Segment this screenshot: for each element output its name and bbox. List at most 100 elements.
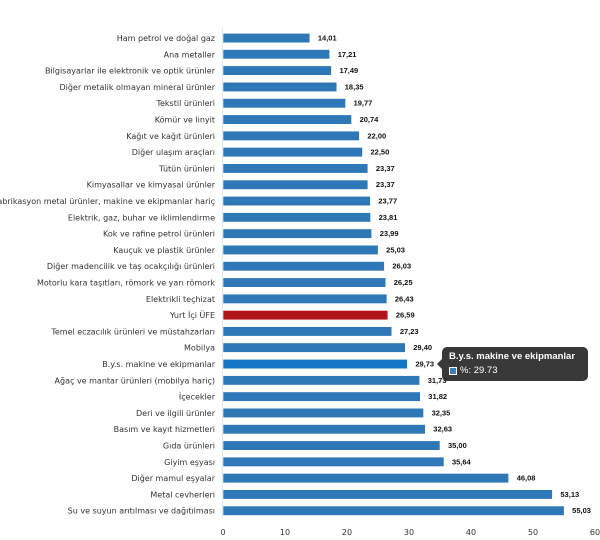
category-label: Mobilya — [184, 344, 215, 353]
bar-18[interactable] — [222, 326, 393, 337]
bar-1[interactable] — [222, 49, 330, 60]
bar-29[interactable] — [222, 505, 565, 516]
value-label: 31,73 — [428, 376, 447, 385]
bar-21[interactable] — [222, 375, 420, 386]
value-label: 23,37 — [376, 164, 395, 173]
category-label: Elektrikli teçhizat — [146, 295, 215, 304]
value-label: 17,21 — [338, 50, 357, 59]
value-label: 23,37 — [376, 180, 395, 189]
chart-tooltip: B.y.s. makine ve ekipmanlar %: 29.73 — [437, 347, 588, 381]
category-label: Diğer mamul eşyalar — [131, 474, 215, 483]
category-label: Kimyasallar ve kimyasal ürünler — [87, 181, 216, 190]
bar-25[interactable] — [222, 440, 441, 451]
value-label: 29,40 — [413, 343, 432, 352]
tooltip-value-row: %: 29.73 — [449, 365, 581, 376]
category-label: Diğer metalik olmayan mineral ürünler — [59, 83, 215, 92]
tooltip-value: %: 29.73 — [460, 365, 498, 376]
value-label: 25,03 — [386, 245, 405, 254]
x-tick-label: 60 — [590, 528, 600, 537]
category-label: Deri ve ilgili ürünler — [136, 409, 216, 418]
x-tick-label: 0 — [220, 528, 225, 537]
value-label: 23,81 — [379, 213, 398, 222]
value-label: 19,77 — [354, 99, 373, 108]
tooltip-series-swatch — [449, 366, 457, 375]
category-label: Motorlu kara taşıtları, römork ve yarı r… — [37, 279, 215, 288]
category-label: Metal cevherleri — [150, 490, 215, 499]
category-label: Bilgisayarlar ile elektronik ve optik ür… — [45, 67, 216, 76]
x-tick-label: 10 — [280, 528, 290, 537]
bar-0[interactable] — [222, 32, 311, 44]
category-label: Fabrikasyon metal ürünler, makine ve eki… — [0, 197, 215, 206]
bar-13[interactable] — [222, 244, 379, 255]
bar-16[interactable] — [222, 293, 388, 304]
bar-3[interactable] — [222, 81, 338, 92]
value-label: 26,03 — [392, 262, 411, 271]
category-label: Diğer ulaşım araçları — [132, 148, 215, 157]
category-label: İçecekler — [179, 392, 216, 402]
value-label: 27,23 — [400, 327, 419, 336]
category-label: Gıda ürünleri — [163, 442, 215, 451]
category-label: Giyim eşyası — [164, 458, 215, 467]
bar-10[interactable] — [222, 196, 371, 207]
bar-17[interactable] — [222, 310, 389, 321]
category-label: Kömür ve linyit — [155, 116, 215, 125]
category-label: Yurt İçi ÜFE — [169, 310, 215, 320]
bar-4[interactable] — [222, 98, 346, 109]
bar-5[interactable] — [222, 114, 352, 125]
value-label: 46,08 — [517, 474, 536, 483]
tooltip-title: B.y.s. makine ve ekipmanlar — [449, 351, 576, 362]
category-label: Elektrik, gaz, buhar ve iklimlendirme — [68, 213, 215, 222]
value-label: 35,00 — [448, 441, 467, 450]
bar-2[interactable] — [222, 65, 332, 76]
value-label: 32,63 — [433, 425, 452, 434]
value-label: 14,01 — [318, 34, 337, 43]
x-tick-label: 30 — [404, 528, 414, 537]
bar-15[interactable] — [222, 277, 387, 288]
value-label: 35,64 — [452, 457, 472, 466]
value-label: 26,25 — [394, 278, 413, 287]
category-label: Su ve suyun arıtılması ve dağıtılması — [68, 507, 215, 516]
value-label: 29,73 — [415, 360, 434, 369]
value-label: 20,74 — [360, 115, 380, 124]
bar-23[interactable] — [222, 407, 424, 419]
value-label: 26,59 — [396, 311, 415, 320]
bar-7[interactable] — [222, 147, 363, 158]
bar-20[interactable] — [222, 358, 408, 370]
value-label: 23,99 — [380, 229, 399, 238]
value-label: 22,00 — [367, 131, 386, 140]
value-label: 26,43 — [395, 294, 414, 303]
value-label: 17,49 — [339, 66, 358, 75]
bar-8[interactable] — [222, 163, 369, 174]
category-label: B.y.s. makine ve ekipmanlar — [102, 360, 215, 369]
bar-14[interactable] — [222, 261, 385, 272]
bar-28[interactable] — [222, 489, 553, 500]
value-label: 53,13 — [560, 490, 579, 499]
x-tick-label: 20 — [342, 528, 352, 537]
category-label: Ağaç ve mantar ürünleri (mobilya hariç) — [55, 376, 215, 385]
category-label: Ana metaller — [164, 50, 216, 59]
bar-9[interactable] — [222, 179, 369, 190]
value-label: 32,35 — [432, 408, 451, 417]
value-label: 55,03 — [572, 506, 591, 515]
bar-26[interactable] — [222, 456, 445, 467]
bar-19[interactable] — [222, 342, 406, 353]
value-label: 18,35 — [345, 82, 364, 91]
bar-6[interactable] — [222, 130, 360, 141]
category-label: Temel eczacılık ürünleri ve müstahzarlar… — [50, 327, 215, 336]
category-label: Tütün ürünleri — [158, 164, 215, 173]
bar-27[interactable] — [222, 473, 510, 484]
bar-24[interactable] — [222, 424, 426, 435]
category-label: Basım ve kayıt hizmetleri — [114, 425, 215, 434]
value-label: 22,50 — [371, 148, 390, 157]
bar-22[interactable] — [222, 391, 421, 402]
x-tick-label: 40 — [466, 528, 476, 537]
category-label: Kağıt ve kağıt ürünleri — [126, 132, 215, 141]
value-label: 23,77 — [378, 197, 397, 206]
bar-12[interactable] — [222, 228, 372, 239]
category-label: Kauçuk ve plastik ürünler — [113, 246, 215, 255]
category-label: Kok ve rafine petrol ürünleri — [103, 230, 215, 239]
bar-11[interactable] — [222, 212, 371, 223]
category-label: Tekstil ürünleri — [155, 99, 215, 108]
category-label: Diğer madencilik ve taş ocakçılığı ürünl… — [47, 262, 215, 271]
